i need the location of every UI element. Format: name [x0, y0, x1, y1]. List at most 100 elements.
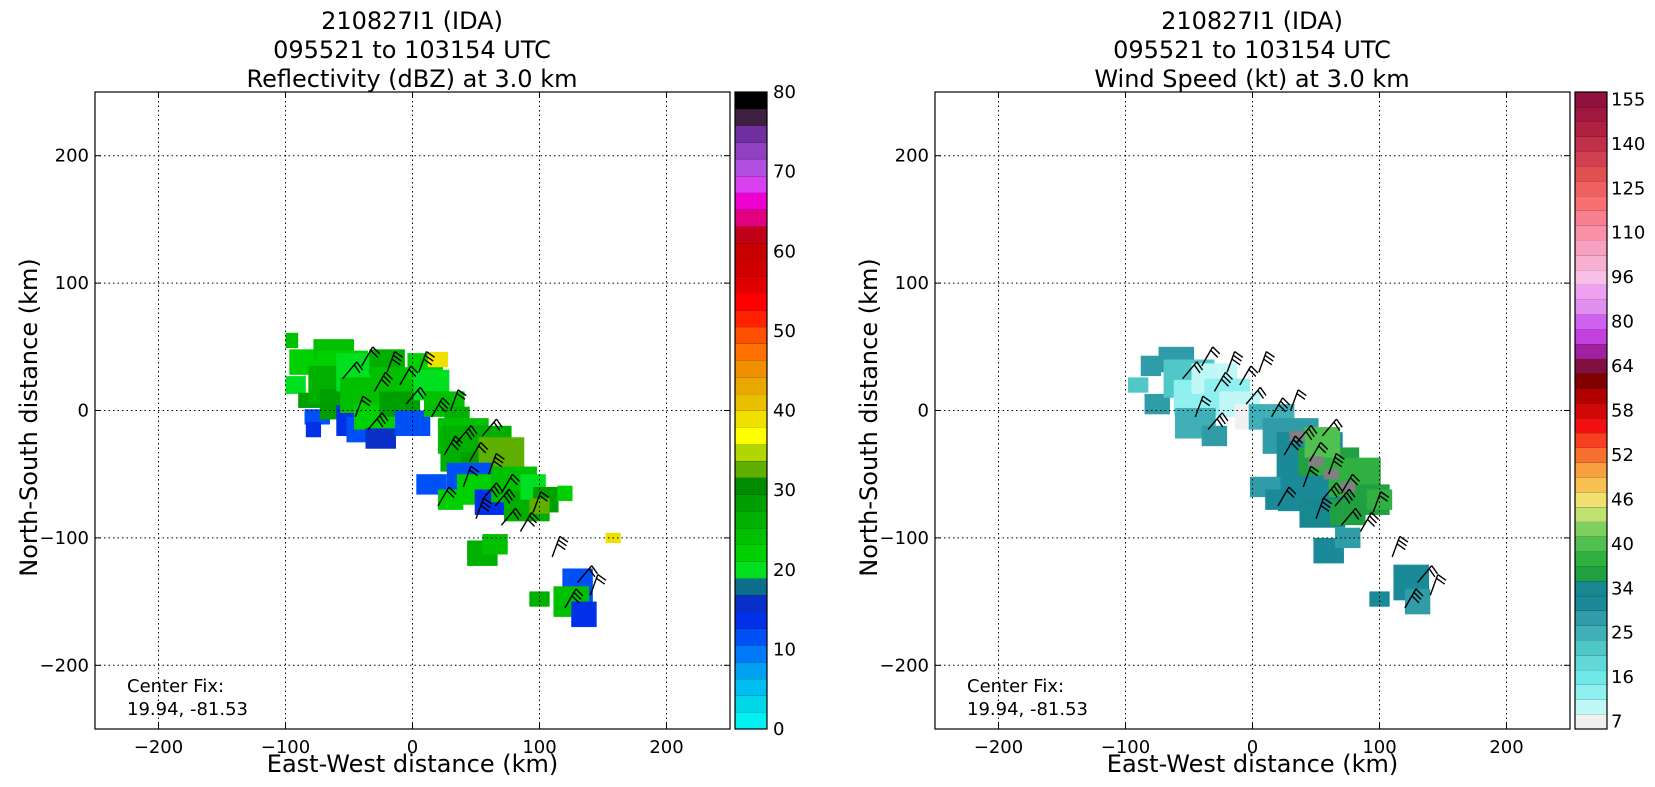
- wind-barb-staff: [564, 588, 577, 609]
- wind-barb-flag: [1307, 428, 1315, 438]
- radar-echo-cell: [1140, 355, 1162, 377]
- colorbar-bin: [735, 159, 767, 177]
- wind-barb-flag: [1335, 418, 1343, 428]
- wind-barb-staff: [519, 512, 533, 532]
- colorbar-bin: [735, 544, 767, 562]
- colorbar-bin: [735, 293, 767, 311]
- colorbar-bin: [1575, 254, 1607, 271]
- y-axis-label: North-South distance (km): [15, 258, 43, 577]
- colorbar-bin: [735, 712, 767, 730]
- wind-barb-staff: [1372, 491, 1382, 513]
- colorbar-tick-label: 50: [773, 321, 796, 342]
- wind-barb-flag: [425, 351, 435, 358]
- wind-barb-flag: [494, 456, 504, 464]
- colorbar-tick-label: 40: [1611, 534, 1634, 555]
- wind-barb-staff: [551, 536, 561, 558]
- colorbar-bin: [1575, 491, 1607, 508]
- wind-barb-staff: [475, 497, 485, 520]
- radar-echo-cell: [557, 485, 573, 501]
- colorbar-bin: [735, 561, 767, 579]
- wind-barb-flag: [1399, 535, 1409, 543]
- wind-barb-flag: [1296, 392, 1306, 400]
- wind-barb-staff: [494, 488, 510, 507]
- wind-barb-flag: [1378, 494, 1388, 502]
- colorbar-bin: [735, 376, 767, 395]
- y-tick-label: −200: [40, 655, 89, 676]
- wind-barb-staff: [437, 486, 450, 507]
- wind-barb-flag: [540, 491, 550, 499]
- wind-barb-flag: [410, 365, 419, 374]
- x-tick-label: −200: [134, 737, 183, 758]
- wind-barb-flag: [556, 543, 566, 551]
- y-tick-label: 100: [55, 273, 89, 294]
- wind-barb-flag: [1320, 504, 1330, 512]
- colorbar-bin: [735, 611, 767, 629]
- wind-barb-flag: [1368, 515, 1378, 524]
- wind-barb-flag: [384, 371, 393, 380]
- wind-barb-flag: [514, 507, 522, 517]
- colorbar-tick-label: 110: [1611, 223, 1645, 244]
- center-fix-annotation: 19.94, -81.53: [967, 699, 1088, 720]
- colorbar-bin: [735, 226, 767, 244]
- chart-title-line: 210827I1 (IDA): [321, 7, 503, 35]
- wind-barb-flag: [571, 595, 580, 604]
- wind-barb-flag: [495, 452, 505, 460]
- chart-title-line: 095521 to 103154 UTC: [273, 36, 551, 64]
- wind-barb-flag: [1292, 438, 1301, 448]
- colorbar-tick-label: 30: [773, 480, 796, 501]
- wind-barb-staff: [373, 371, 387, 392]
- colorbar-tick-label: 34: [1611, 578, 1634, 599]
- colorbar-bin: [1575, 714, 1607, 730]
- wind-barb-staff: [1359, 512, 1373, 532]
- wind-barb-flag: [469, 469, 479, 477]
- wind-barb-flag: [1288, 486, 1297, 495]
- x-axis-label: East-West distance (km): [1107, 750, 1398, 778]
- x-tick-label: 200: [1489, 737, 1523, 758]
- colorbar-bin: [735, 326, 767, 344]
- wind-barb-flag: [1250, 365, 1259, 374]
- wind-barb-flag: [575, 588, 584, 597]
- colorbar-tick-label: 60: [773, 241, 796, 262]
- colorbar-bin: [1575, 625, 1607, 641]
- wind-barb-staff: [1340, 473, 1354, 494]
- x-tick-label: 100: [522, 737, 556, 758]
- radar-echo-cell: [1369, 591, 1390, 607]
- radar-echo-cell: [529, 591, 550, 607]
- x-tick-label: −100: [1101, 737, 1150, 758]
- wind-barb-staff: [577, 565, 593, 583]
- colorbar-bin: [735, 393, 767, 411]
- colorbar-tick-label: 40: [773, 401, 796, 422]
- wind-barb-flag: [1335, 482, 1343, 492]
- colorbar-bin: [1575, 654, 1607, 671]
- colorbar-bin: [1575, 329, 1607, 345]
- colorbar-bin: [1575, 92, 1607, 108]
- wind-barb-staff: [386, 351, 396, 373]
- wind-barb-flag: [588, 568, 596, 578]
- colorbar-tick-label: 20: [773, 560, 796, 581]
- colorbar-tick-label: 7: [1611, 712, 1622, 733]
- colorbar-bin: [1575, 136, 1607, 152]
- wind-barb-flag: [361, 399, 371, 407]
- wind-barb-staff: [1201, 346, 1214, 367]
- y-axis-label: North-South distance (km): [855, 258, 883, 577]
- wind-barb-staff: [1328, 453, 1337, 475]
- colorbar-bin: [1575, 432, 1607, 448]
- colorbar-bin: [1575, 669, 1607, 685]
- wind-barb-staff: [1226, 351, 1236, 373]
- colorbar-bin: [1575, 403, 1607, 419]
- wind-barb-flag: [1231, 358, 1241, 366]
- wind-barb-flag: [503, 494, 511, 504]
- wind-barb-flag: [1232, 354, 1242, 362]
- center-fix-annotation: Center Fix:: [127, 676, 224, 697]
- wind-barb-staff: [1289, 389, 1299, 411]
- wind-barb-flag: [1309, 469, 1319, 477]
- colorbar-bin: [735, 527, 767, 545]
- wind-barb-flag: [381, 412, 389, 422]
- wind-barb-flag: [392, 354, 402, 362]
- colorbar-tick-label: 64: [1611, 356, 1634, 377]
- radar-echo-cell: [1289, 430, 1305, 442]
- wind-barb-flag: [1286, 489, 1295, 498]
- wind-barb-flag: [573, 591, 582, 600]
- colorbar-bin: [1575, 210, 1607, 226]
- wind-barb-flag: [483, 497, 493, 505]
